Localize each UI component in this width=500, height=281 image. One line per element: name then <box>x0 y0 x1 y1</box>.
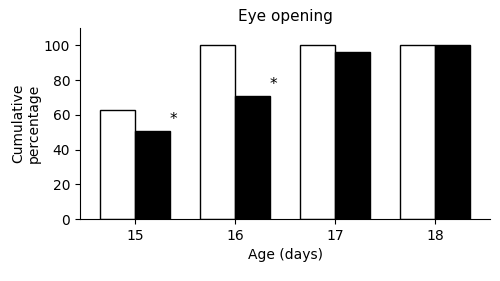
Bar <box>235 96 270 219</box>
Bar <box>135 131 170 219</box>
Bar <box>200 46 235 219</box>
Bar <box>400 46 435 219</box>
Bar <box>435 46 470 219</box>
X-axis label: Age (days): Age (days) <box>248 248 322 262</box>
Title: Eye opening: Eye opening <box>238 9 332 24</box>
Bar <box>100 110 135 219</box>
Text: *: * <box>270 77 278 92</box>
Text: *: * <box>170 112 177 127</box>
Bar <box>335 53 370 219</box>
Y-axis label: Cumulative
percentage: Cumulative percentage <box>11 84 41 163</box>
Bar <box>300 46 335 219</box>
